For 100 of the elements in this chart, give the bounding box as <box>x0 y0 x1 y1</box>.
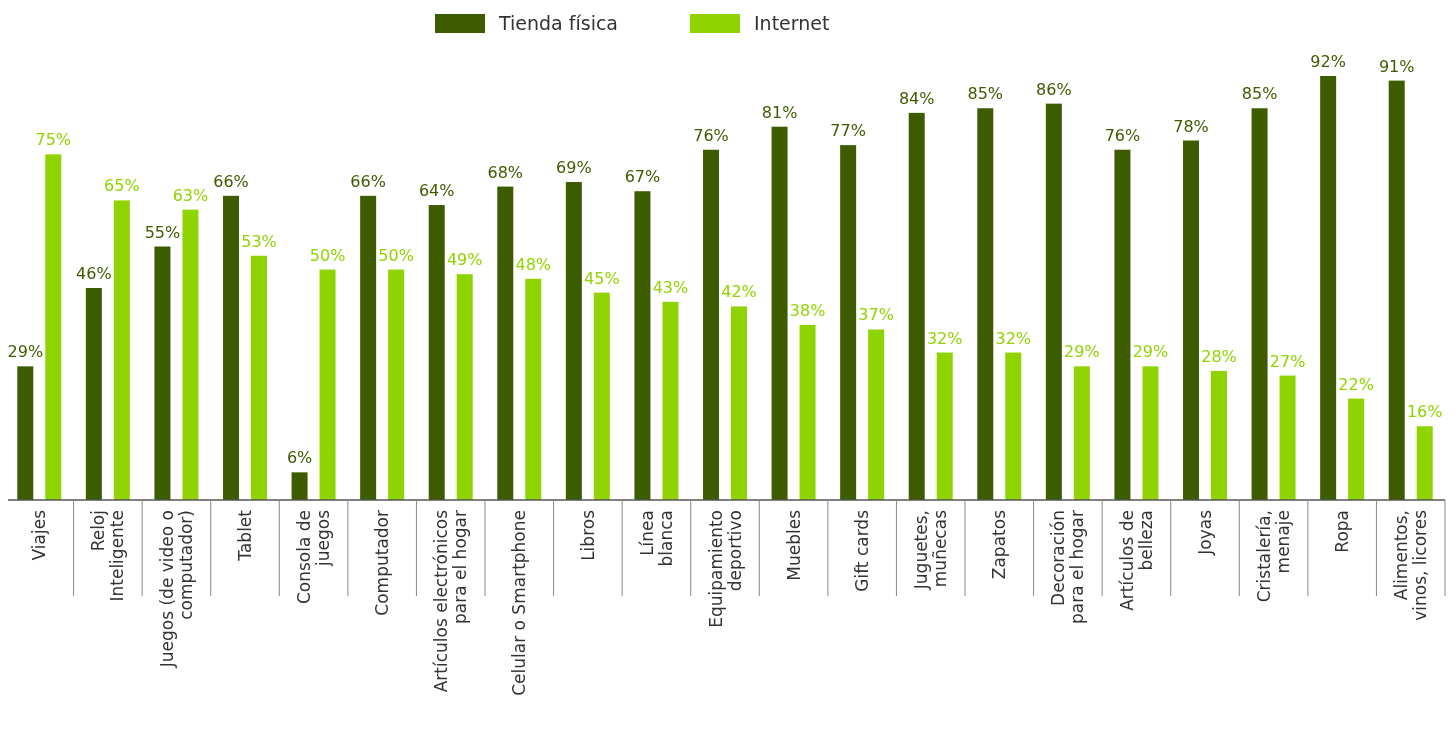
x-tick-label: Libros <box>577 509 598 561</box>
bar <box>1005 352 1022 500</box>
bar <box>1416 426 1433 500</box>
bar <box>1388 80 1405 500</box>
data-label: 92% <box>1310 52 1346 71</box>
data-label: 86% <box>1036 79 1072 99</box>
bar <box>771 126 788 500</box>
data-label: 45% <box>584 268 620 288</box>
data-label: 29% <box>7 342 44 362</box>
bar <box>1045 103 1062 500</box>
bar <box>17 366 34 500</box>
data-label: 29% <box>1064 342 1100 362</box>
x-tick-label: Gift cards <box>852 509 873 592</box>
data-label: 84% <box>898 88 935 108</box>
bar <box>1279 375 1296 500</box>
data-label: 69% <box>556 158 592 177</box>
bar <box>1320 76 1337 500</box>
data-label: 53% <box>241 231 277 251</box>
data-label: 16% <box>1406 402 1443 422</box>
x-tick-label: Línea blanca <box>636 510 676 567</box>
data-label: 68% <box>487 162 524 182</box>
data-label: 85% <box>967 84 1004 104</box>
x-tick-label: Juguetes, muñecas <box>911 509 951 591</box>
bar <box>251 255 267 500</box>
data-label: 22% <box>1338 374 1374 394</box>
data-label: 43% <box>652 277 689 297</box>
data-label: 64% <box>418 181 455 201</box>
bar <box>388 269 405 500</box>
bar <box>1251 108 1268 500</box>
data-label: 75% <box>35 130 72 150</box>
x-tick-label: Computador <box>372 510 393 616</box>
x-tick-label: Ropa <box>1332 510 1353 553</box>
data-label: 85% <box>1241 84 1278 104</box>
data-label: 50% <box>309 245 346 265</box>
data-label: 28% <box>1201 346 1237 366</box>
data-label: 67% <box>624 167 661 187</box>
data-label: 63% <box>172 185 209 205</box>
bar <box>1348 398 1365 500</box>
legend-label: Internet <box>754 12 830 34</box>
data-label: 42% <box>721 282 757 302</box>
bar <box>799 324 816 500</box>
bar <box>291 472 308 500</box>
bar <box>182 209 199 500</box>
data-label: 65% <box>104 176 140 196</box>
bar <box>1114 149 1131 500</box>
data-label: 27% <box>1269 351 1306 371</box>
bar <box>154 246 171 500</box>
x-tick-label: Celular o Smartphone <box>509 510 530 696</box>
x-tick-label: Artículos electrónicos para el hogar <box>431 509 471 693</box>
data-label: 66% <box>213 171 249 191</box>
x-tick-label: Reloj Inteligente <box>88 510 128 602</box>
data-label: 49% <box>446 250 483 270</box>
x-tick-label: Alimentos, vinos, licores <box>1391 509 1431 621</box>
legend-label: Tienda física <box>498 12 619 34</box>
bar <box>1183 140 1199 500</box>
data-label: 6% <box>286 448 313 468</box>
x-tick-label: Viajes <box>29 509 50 561</box>
bar <box>565 182 582 500</box>
data-label: 78% <box>1173 116 1209 136</box>
bar <box>1211 370 1227 500</box>
bar <box>977 108 994 500</box>
bar <box>113 200 130 500</box>
data-label: 50% <box>378 245 414 265</box>
bar <box>868 329 885 500</box>
bar <box>840 145 857 500</box>
data-label: 76% <box>693 125 729 145</box>
bar <box>593 292 610 500</box>
data-label: 76% <box>1104 125 1141 145</box>
data-label: 46% <box>76 264 112 283</box>
data-label: 37% <box>858 305 894 325</box>
data-label: 38% <box>789 300 826 320</box>
bar <box>360 195 377 500</box>
bar <box>703 149 719 500</box>
data-label: 77% <box>830 121 866 141</box>
data-label: 81% <box>761 102 798 122</box>
bar <box>85 288 102 500</box>
bar <box>731 306 747 500</box>
data-label: 48% <box>515 254 552 274</box>
data-label: 32% <box>926 328 963 348</box>
data-label: 91% <box>1378 56 1415 76</box>
bar <box>497 186 514 500</box>
data-label: 66% <box>350 171 386 191</box>
x-tick-label: Muebles <box>783 509 804 581</box>
bar <box>319 269 336 500</box>
x-tick-label: Juegos (de video o computador) <box>156 510 196 669</box>
x-tick-label: Tablet <box>235 509 255 562</box>
bar <box>1073 366 1090 500</box>
x-tick-label: Cristalería, menaje <box>1254 510 1294 603</box>
bar <box>525 278 542 500</box>
data-label: 29% <box>1132 342 1169 362</box>
data-label: 32% <box>995 328 1032 348</box>
x-tick-label: Joyas <box>1195 509 1215 556</box>
bar <box>908 112 925 500</box>
bar <box>456 274 473 500</box>
bar <box>1142 366 1159 500</box>
x-tick-label: Zapatos <box>989 509 1010 580</box>
bar <box>662 301 679 500</box>
x-tick-label: Decoración para el hogar <box>1048 510 1088 624</box>
bar <box>45 154 62 500</box>
data-label: 55% <box>144 222 181 242</box>
